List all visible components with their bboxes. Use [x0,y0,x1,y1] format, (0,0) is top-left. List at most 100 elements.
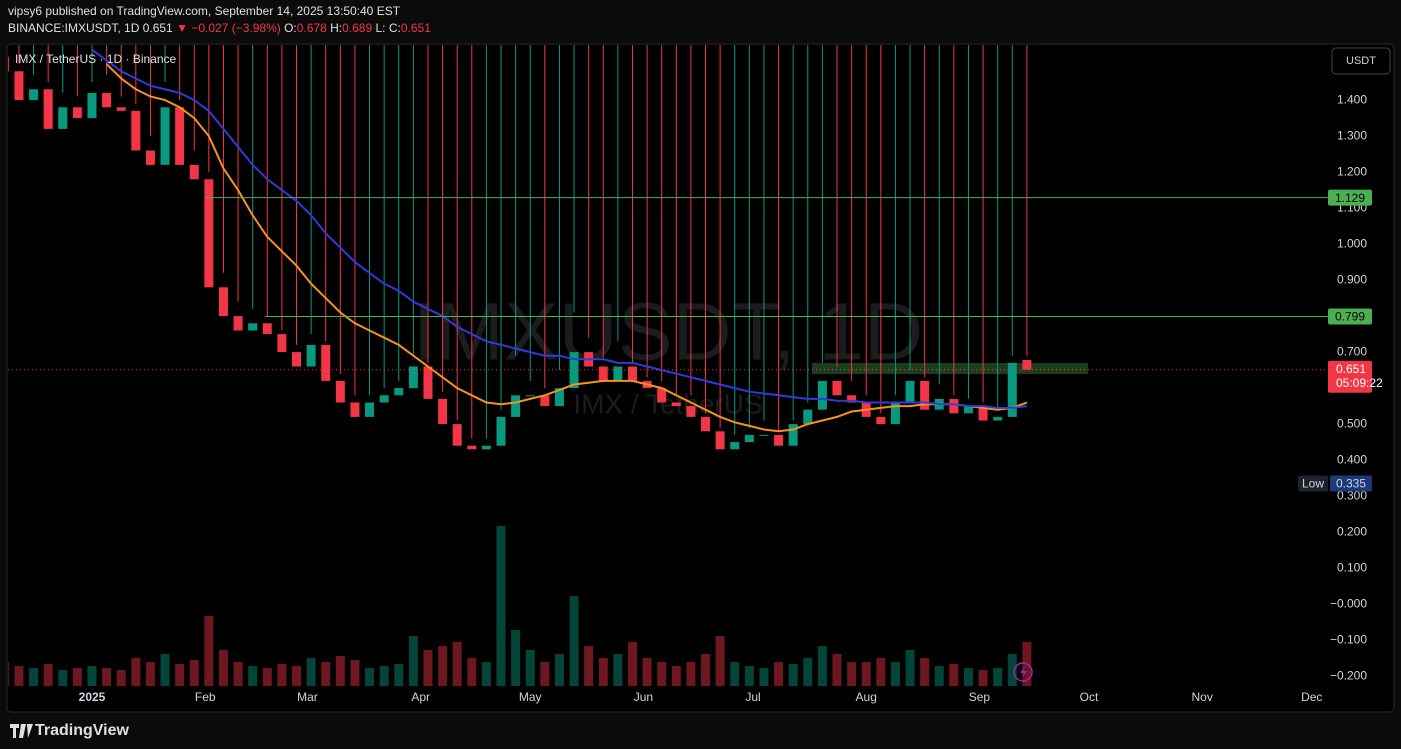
volume-bar [321,662,331,686]
volume-bar [423,650,433,686]
volume-bar [175,664,185,686]
candle-body [350,402,360,417]
volume-bar [627,642,637,686]
volume-bar [803,658,813,686]
volume-bar [438,646,448,686]
candle-body [569,352,579,389]
volume-bar [233,662,243,686]
candle-body [481,445,491,450]
x-tick-label: Apr [411,690,430,704]
volume-bar [978,670,988,686]
y-tick-label: −0.100 [1330,632,1367,646]
currency-button[interactable] [1331,47,1391,75]
volume-bar [642,658,652,686]
volume-bar [204,616,214,686]
candle-body [744,434,754,443]
last-price-label: 0.651 [1336,362,1366,376]
volume-bar [861,662,871,686]
x-tick-label: Jun [634,690,653,704]
moving-average [91,48,1028,409]
candle-body [554,388,564,407]
x-tick-label: Aug [856,690,877,704]
candle-body [87,92,97,119]
low-tag [1330,475,1372,492]
candle-body [701,416,711,432]
volume-bar [262,668,272,686]
volume-bar [525,650,535,686]
candle-body [262,323,272,335]
currency[interactable]: USDT [1346,55,1376,67]
candle-body [876,416,886,425]
level-tag [1328,189,1372,206]
volume-bar [584,646,594,686]
candle-body [774,434,784,446]
chart-panel [6,43,1395,713]
y-tick-label: 1.200 [1337,164,1367,178]
candle-body [131,110,141,151]
candle-body [335,380,345,403]
candle-body [233,316,243,331]
x-tick-label: Feb [195,690,216,704]
ohlc-prefix: C: [389,21,401,35]
watermark-sub: IMX / TetherUS [573,388,762,419]
candle-body [160,107,170,165]
volume-bar [701,654,711,686]
volume-bar [452,642,462,686]
volume-bar [890,662,900,686]
volume-bar [277,664,287,686]
candle-body [627,366,637,381]
candle-body [978,406,988,421]
brand-logo [10,724,33,738]
volume-bar [350,660,360,686]
x-tick-label: 2025 [79,690,106,704]
candle-body [949,398,959,414]
candle-body [423,366,433,399]
plot [8,45,1330,686]
candle-body [847,395,857,403]
alert-icon[interactable] [1013,662,1033,682]
low-tag-name-label: Low [1302,477,1324,491]
volume-bar [306,658,316,686]
candle-body [29,89,39,101]
volume-bar [379,666,389,686]
candle-body [905,380,915,403]
volume-bar [72,668,82,686]
level-tag-label: 0.799 [1335,310,1365,324]
candle-body [292,352,302,367]
x-tick-label: Mar [297,690,318,704]
candle-body [145,150,155,165]
volume-bar [29,668,39,686]
level-tag [1328,308,1372,325]
candle-body [218,287,228,317]
x-tick-label: Nov [1192,690,1213,704]
candle-body [58,107,68,129]
axes: 1.4001.3001.2001.1001.0000.9000.8000.700… [79,92,1383,704]
y-tick-label: 1.300 [1337,128,1367,142]
candle-body [1007,362,1017,417]
candle-body [832,380,842,396]
candle-body [277,334,287,353]
volume-bar [1007,654,1017,686]
candle-body [379,395,389,403]
candle-body [102,92,112,108]
last-price-tag [1328,360,1372,393]
volume-bar [730,662,740,686]
candle-body [306,344,316,367]
candle-body [803,409,813,425]
volume-bar [934,666,944,686]
volume-bar [102,668,112,686]
candle-body [511,395,521,417]
volume-bar [540,662,550,686]
candle-body [116,107,126,111]
candle-body [598,366,608,381]
candle-body [438,398,448,425]
countdown-label: 05:09:22 [1336,376,1383,390]
volume-bar [248,666,258,686]
y-tick-label: −0.200 [1330,668,1367,682]
y-tick-label: 0.900 [1337,272,1367,286]
candle-body [175,107,185,165]
candle-body [671,402,681,407]
moving-average [105,63,1028,433]
volume-bar [394,664,404,686]
ohlc-open: 0.678 [297,21,327,35]
